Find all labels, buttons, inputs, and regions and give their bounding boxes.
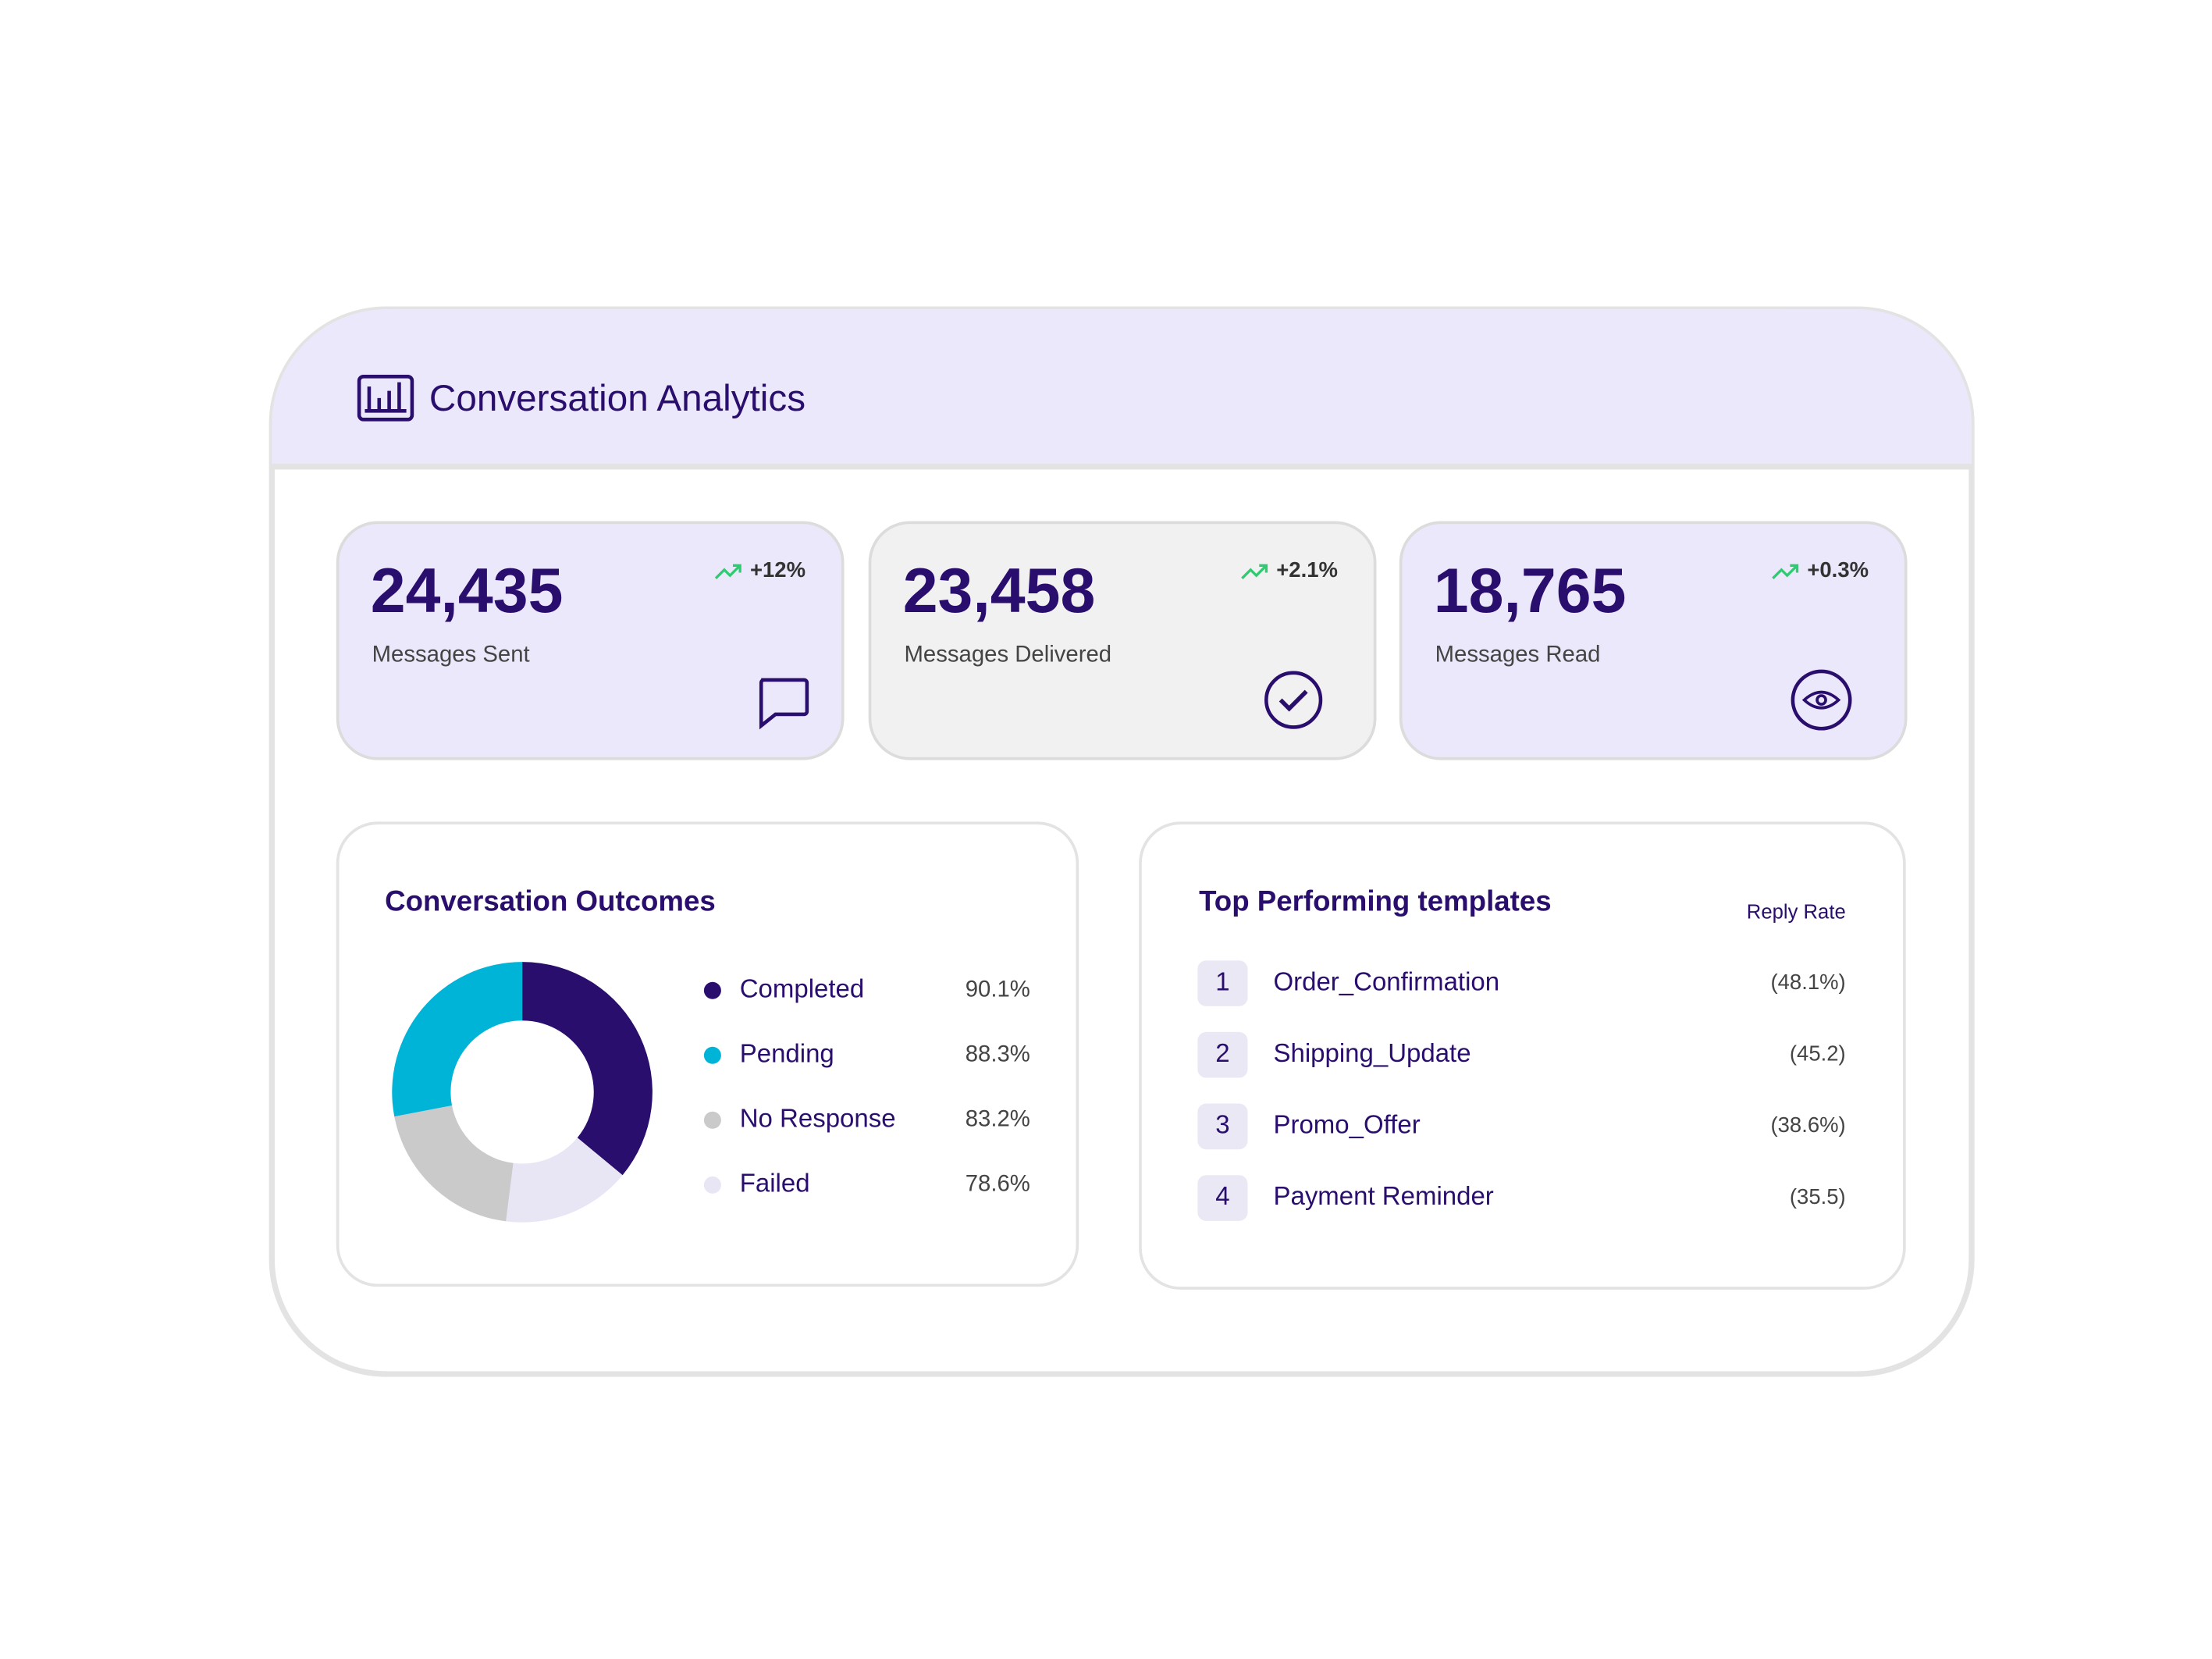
reply-rate: (38.6%) — [1770, 1113, 1845, 1137]
templates-card — [1139, 821, 1906, 1290]
panel-header — [272, 309, 1972, 467]
rank-badge — [1197, 1175, 1248, 1221]
eye-pupil — [1815, 694, 1827, 706]
trend-icon — [1772, 564, 1799, 579]
reply-rate: (45.2) — [1790, 1041, 1846, 1065]
trend-icon — [714, 564, 741, 579]
check-mark — [1278, 689, 1308, 712]
rank-badge — [1197, 1031, 1248, 1078]
legend-label: Completed — [740, 974, 865, 1002]
legend-dot — [703, 981, 721, 999]
rank: 3 — [1215, 1110, 1229, 1139]
eye-shape — [1801, 690, 1841, 710]
reply-rate: (48.1%) — [1770, 970, 1845, 994]
template-name: Order_Confirmation — [1273, 967, 1499, 995]
stat-card — [1399, 521, 1908, 760]
stat-value: 23,458 — [903, 556, 1096, 626]
legend-rate: 78.6% — [966, 1171, 1030, 1197]
stat-change: +2.1% — [1276, 557, 1338, 582]
legend-rate: 88.3% — [966, 1041, 1030, 1067]
donut-slice — [392, 962, 523, 1117]
column-header: Reply Rate — [1747, 902, 1846, 924]
legend-label: Failed — [740, 1169, 810, 1198]
stat-value: 18,765 — [1434, 556, 1627, 626]
templates-title: Top Performing templates — [1199, 885, 1551, 917]
stat-card — [868, 521, 1377, 760]
legend-dot — [703, 1176, 721, 1194]
legend-rate: 83.2% — [966, 1106, 1030, 1132]
rank-badge — [1197, 960, 1248, 1006]
stat-value: 24,435 — [371, 556, 564, 626]
donut-slice — [506, 1137, 623, 1223]
trend-icon — [1241, 564, 1268, 579]
rank: 2 — [1215, 1038, 1229, 1067]
check-icon — [1264, 671, 1323, 729]
rank: 4 — [1215, 1181, 1229, 1210]
legend-dot — [703, 1046, 721, 1064]
reply-rate: (35.5) — [1790, 1184, 1846, 1209]
legend-label: No Response — [740, 1104, 896, 1133]
stat-label: Messages Read — [1435, 642, 1601, 668]
donut-slice — [522, 962, 653, 1176]
eye-icon — [1791, 669, 1852, 731]
legend-dot — [703, 1111, 721, 1129]
rank: 1 — [1215, 967, 1229, 995]
stat-card — [336, 521, 845, 760]
legend-label: Pending — [740, 1038, 834, 1067]
template-name: Promo_Offer — [1273, 1110, 1420, 1139]
stat-label: Messages Delivered — [905, 642, 1112, 668]
analytics-icon — [357, 375, 414, 422]
stat-label: Messages Sent — [372, 642, 530, 668]
donut-slice — [394, 1105, 514, 1222]
legend-rate: 90.1% — [966, 976, 1030, 1002]
outcomes-title: Conversation Outcomes — [385, 885, 716, 917]
template-name: Shipping_Update — [1273, 1038, 1471, 1067]
stat-change: +12% — [750, 557, 805, 582]
rank-badge — [1197, 1103, 1248, 1150]
header-title: Conversation Analytics — [429, 378, 805, 419]
chat-icon — [759, 678, 809, 730]
stat-change: +0.3% — [1807, 557, 1869, 582]
template-name: Payment Reminder — [1273, 1181, 1493, 1210]
